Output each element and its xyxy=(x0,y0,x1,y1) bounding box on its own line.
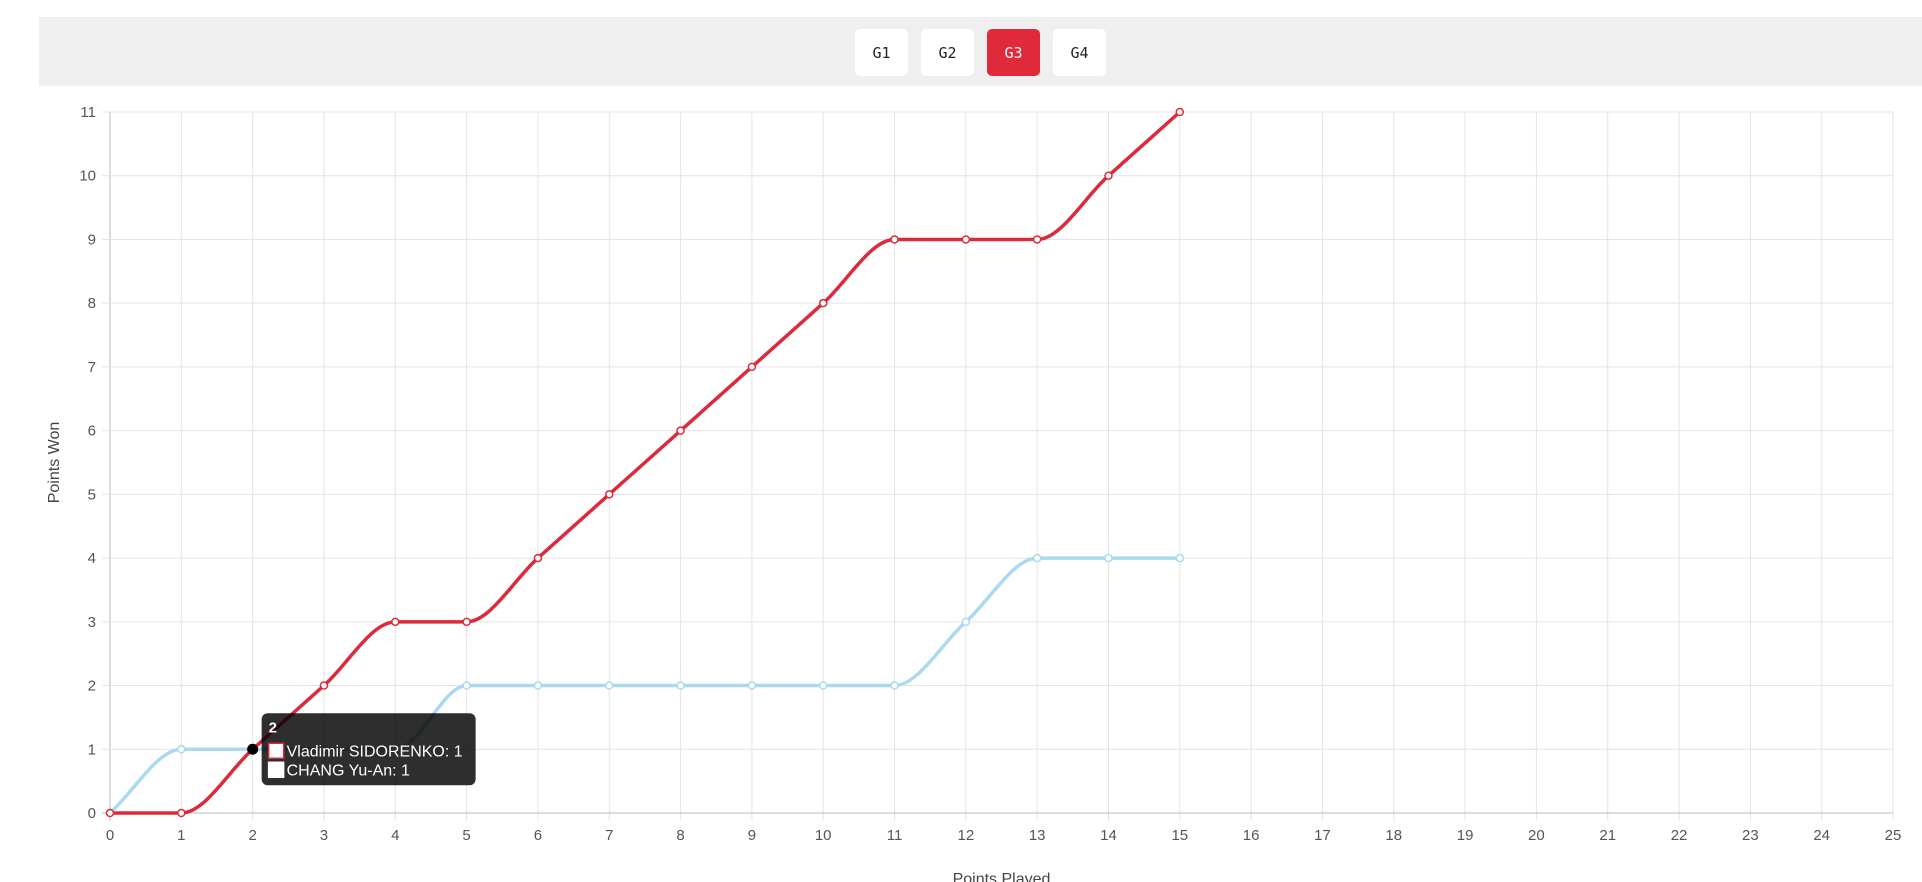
x-tick-label: 4 xyxy=(391,827,399,844)
y-tick-label: 5 xyxy=(88,486,96,503)
data-point-sidorenko xyxy=(890,235,899,244)
series-lines xyxy=(108,110,1182,815)
x-tick-label: 22 xyxy=(1671,827,1688,844)
x-tick-label: 25 xyxy=(1885,827,1902,844)
tab-g4[interactable]: G4 xyxy=(1053,29,1106,76)
data-point-chang xyxy=(818,681,828,690)
data-point-chang xyxy=(1104,553,1113,563)
x-tick-label: 12 xyxy=(957,827,974,844)
tooltip-line-sidorenko: Vladimir SIDORENKO: 1 xyxy=(287,743,463,760)
data-point-sidorenko xyxy=(462,617,471,627)
data-point-sidorenko xyxy=(747,362,757,372)
y-tick-label: 0 xyxy=(88,805,96,822)
x-tick-label: 14 xyxy=(1100,827,1117,844)
data-point-sidorenko xyxy=(676,426,685,435)
data-point-chang xyxy=(1175,553,1185,563)
data-point-chang xyxy=(462,681,471,690)
data-point-sidorenko xyxy=(177,808,186,818)
game-tabs: G1 G2 G3 G4 xyxy=(39,29,1922,76)
x-tick-label: 6 xyxy=(534,827,542,844)
x-axis-ticks: 0 1 2 3 4 5 6 7 8 9 10 11 12 13 14 15 16 17 18 19 20 21 22 23 24… xyxy=(106,827,1902,844)
y-tick-label: 8 xyxy=(88,295,96,312)
data-point-chang xyxy=(1032,553,1042,563)
y-tick-label: 2 xyxy=(88,678,96,695)
data-point-sidorenko xyxy=(319,681,329,690)
tooltip-line-chang: CHANG Yu-An: 1 xyxy=(287,762,410,779)
data-point-sidorenko xyxy=(1032,235,1042,244)
tab-g1[interactable]: G1 xyxy=(855,29,908,76)
tab-g2[interactable]: G2 xyxy=(921,29,974,76)
data-point-chang xyxy=(533,681,543,690)
x-tick-label: 9 xyxy=(748,827,756,844)
data-point-chang xyxy=(747,681,757,690)
tooltip-title: 2 xyxy=(269,719,277,736)
data-point-chang xyxy=(604,681,614,690)
y-tick-label: 1 xyxy=(88,741,96,758)
x-tick-label: 17 xyxy=(1314,827,1331,844)
x-tick-label: 7 xyxy=(605,827,613,844)
data-point-sidorenko xyxy=(105,808,115,818)
data-point-sidorenko xyxy=(961,235,971,244)
x-tick-label: 10 xyxy=(815,827,832,844)
hover-point xyxy=(247,743,259,755)
tooltip-swatch-sidorenko xyxy=(267,742,285,760)
data-point-sidorenko xyxy=(533,553,543,563)
y-tick-label: 10 xyxy=(79,168,96,185)
x-tick-label: 24 xyxy=(1813,827,1830,844)
series-line-sidorenko xyxy=(108,110,1182,815)
x-tick-label: 5 xyxy=(462,827,470,844)
chart-tooltip: 2 Vladimir SIDORENKO: 1 CHANG Yu-An: 1 xyxy=(261,713,476,786)
x-tick-label: 19 xyxy=(1457,827,1474,844)
data-point-chang xyxy=(961,617,971,627)
y-tick-label: 11 xyxy=(80,104,96,121)
x-tick-label: 18 xyxy=(1385,827,1402,844)
x-tick-label: 2 xyxy=(248,827,256,844)
tooltip-swatch-chang xyxy=(267,761,285,779)
x-axis-title: Points Played xyxy=(953,871,1051,882)
y-axis-title: Points Won xyxy=(46,422,63,504)
x-tick-label: 20 xyxy=(1528,827,1545,844)
x-tick-label: 21 xyxy=(1599,827,1616,844)
y-axis-ticks: 0 1 2 3 4 5 6 7 8 9 10 11 xyxy=(79,104,96,822)
data-point-chang xyxy=(177,745,186,754)
tooltip-background xyxy=(261,713,476,786)
x-tick-label: 15 xyxy=(1171,827,1188,844)
chart-grid xyxy=(102,111,1894,821)
data-point-sidorenko xyxy=(1104,171,1113,180)
game-tab-bar: G1 G2 G3 G4 xyxy=(39,17,1922,86)
x-tick-label: 23 xyxy=(1742,827,1759,844)
x-tick-label: 0 xyxy=(106,827,114,844)
y-tick-label: 4 xyxy=(88,550,96,567)
x-tick-label: 8 xyxy=(676,827,684,844)
tab-g3[interactable]: G3 xyxy=(987,29,1040,76)
data-point-chang xyxy=(890,681,899,690)
x-tick-label: 1 xyxy=(177,827,185,844)
data-point-sidorenko xyxy=(818,298,828,308)
x-tick-label: 16 xyxy=(1243,827,1260,844)
y-tick-label: 3 xyxy=(88,614,96,631)
y-tick-label: 6 xyxy=(88,423,96,440)
y-tick-label: 9 xyxy=(88,231,96,248)
x-tick-label: 13 xyxy=(1029,827,1046,844)
x-tick-label: 11 xyxy=(887,827,903,844)
y-tick-label: 7 xyxy=(88,359,96,376)
data-point-sidorenko xyxy=(391,617,400,627)
x-tick-label: 3 xyxy=(320,827,328,844)
data-point-chang xyxy=(676,681,685,690)
data-point-sidorenko xyxy=(1175,107,1185,117)
data-point-sidorenko xyxy=(604,490,614,499)
